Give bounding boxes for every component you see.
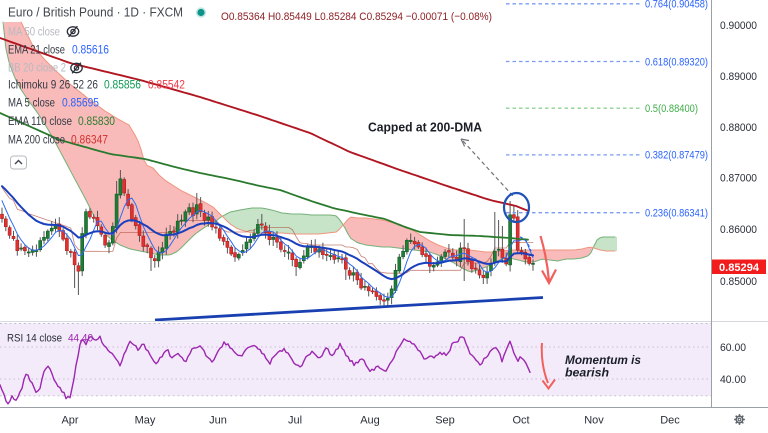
svg-text:0.89000: 0.89000 — [720, 71, 757, 83]
svg-text:0.85695: 0.85695 — [62, 98, 99, 110]
svg-text:0.382(0.87479): 0.382(0.87479) — [645, 150, 708, 162]
svg-text:0.86347: 0.86347 — [71, 135, 108, 147]
svg-text:Nov: Nov — [584, 415, 604, 427]
svg-text:Oct: Oct — [512, 415, 529, 427]
svg-text:RSI 14 close: RSI 14 close — [7, 333, 62, 345]
svg-text:0.85616: 0.85616 — [72, 45, 109, 57]
svg-text:0.764(0.90458): 0.764(0.90458) — [645, 0, 708, 11]
svg-text:Jul: Jul — [288, 415, 302, 427]
svg-text:MA 200 close: MA 200 close — [8, 135, 65, 147]
svg-text:40.00: 40.00 — [720, 374, 746, 386]
svg-text:May: May — [135, 415, 156, 427]
svg-text:Ichimoku 9 26 52 26: Ichimoku 9 26 52 26 — [8, 80, 98, 92]
svg-text:0.85294: 0.85294 — [719, 262, 760, 274]
svg-text:0.87000: 0.87000 — [720, 173, 757, 185]
svg-text:0.5(0.88400): 0.5(0.88400) — [645, 103, 698, 115]
svg-text:Momentum is: Momentum is — [565, 353, 641, 367]
svg-text:60.00: 60.00 — [720, 342, 746, 354]
svg-text:0.86000: 0.86000 — [720, 224, 757, 236]
svg-text:MA 5 close: MA 5 close — [8, 98, 55, 110]
svg-text:EMA 21 close: EMA 21 close — [8, 45, 65, 57]
svg-text:0.618(0.89320): 0.618(0.89320) — [645, 56, 708, 68]
svg-text:EMA 110 close: EMA 110 close — [8, 116, 72, 128]
svg-text:Aug: Aug — [360, 415, 380, 427]
svg-text:44.40: 44.40 — [68, 333, 93, 345]
svg-text:0.236(0.86341): 0.236(0.86341) — [645, 208, 708, 220]
svg-text:O0.85364 H0.85449 L0.85284 C0.: O0.85364 H0.85449 L0.85284 C0.85294 −0.0… — [221, 11, 492, 23]
svg-text:0.85542: 0.85542 — [148, 80, 185, 92]
svg-text:BB 20 close 2: BB 20 close 2 — [8, 63, 66, 75]
svg-text:0.85000: 0.85000 — [720, 276, 757, 288]
svg-text:0.88000: 0.88000 — [720, 122, 757, 134]
svg-text:Dec: Dec — [660, 415, 680, 427]
svg-text:Jun: Jun — [209, 415, 227, 427]
svg-text:Apr: Apr — [61, 415, 78, 427]
svg-text:bearish: bearish — [565, 366, 609, 380]
svg-text:Euro / British Pound · 1D · FX: Euro / British Pound · 1D · FXCM — [8, 6, 183, 20]
svg-text:Sep: Sep — [435, 415, 455, 427]
svg-text:Capped at 200-DMA: Capped at 200-DMA — [368, 121, 482, 135]
svg-text:0.85830: 0.85830 — [78, 116, 115, 128]
svg-text:0.90000: 0.90000 — [720, 20, 757, 32]
svg-text:0.85856: 0.85856 — [104, 80, 141, 92]
svg-text:MA 50 close: MA 50 close — [8, 27, 60, 39]
